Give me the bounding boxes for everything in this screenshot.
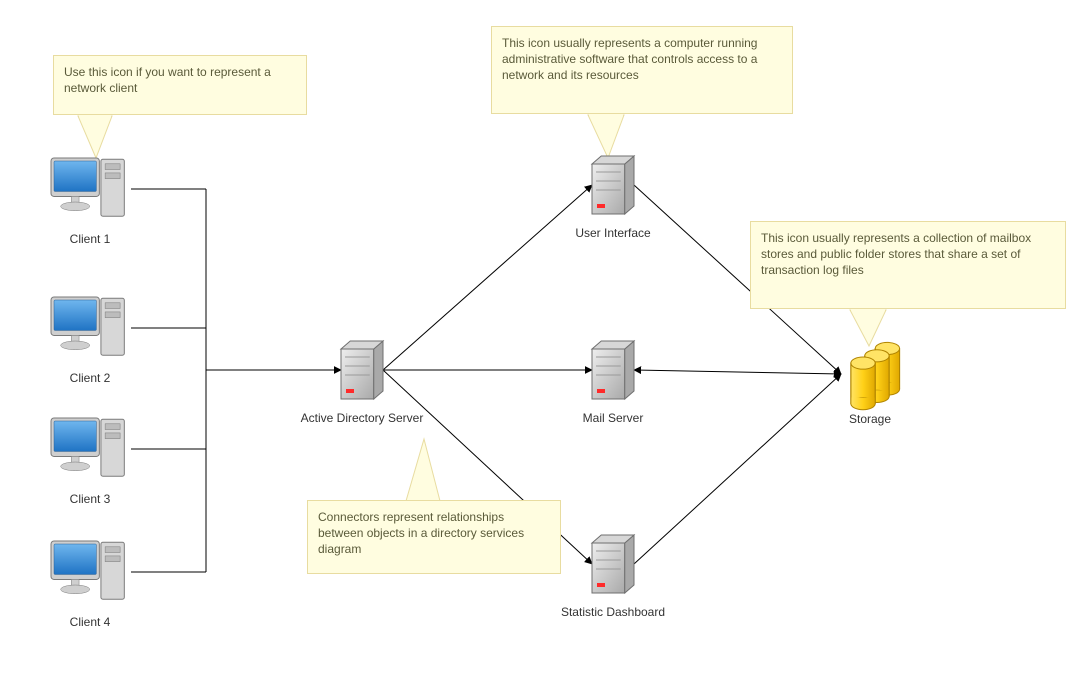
callout-tail bbox=[78, 116, 112, 158]
label-client1: Client 1 bbox=[0, 232, 210, 246]
callout-server: This icon usually represents a computer … bbox=[491, 26, 793, 114]
edge-mail-storage bbox=[634, 370, 841, 374]
callout-storage: This icon usually represents a collectio… bbox=[750, 221, 1066, 309]
callout-tail bbox=[588, 115, 624, 158]
server-icon bbox=[341, 341, 383, 399]
edge-ad-ui bbox=[383, 185, 592, 370]
callout-connector: Connectors represent relationships betwe… bbox=[307, 500, 561, 574]
label-active-directory: Active Directory Server bbox=[242, 411, 482, 425]
callout-client: Use this icon if you want to represent a… bbox=[53, 55, 307, 115]
label-client3: Client 3 bbox=[0, 492, 210, 506]
client-icon bbox=[51, 158, 124, 216]
server-icon bbox=[592, 341, 634, 399]
callout-tail bbox=[850, 310, 886, 346]
label-storage: Storage bbox=[750, 412, 990, 426]
callout-tail bbox=[406, 439, 440, 501]
edge-stat-storage bbox=[634, 374, 841, 564]
client-icon bbox=[51, 541, 124, 599]
server-icon bbox=[592, 156, 634, 214]
storage-icon bbox=[851, 342, 900, 409]
client-icon bbox=[51, 418, 124, 476]
server-icon bbox=[592, 535, 634, 593]
label-client2: Client 2 bbox=[0, 371, 210, 385]
label-statistic-dashboard: Statistic Dashboard bbox=[493, 605, 733, 619]
label-user-interface: User Interface bbox=[493, 226, 733, 240]
label-mail-server: Mail Server bbox=[493, 411, 733, 425]
label-client4: Client 4 bbox=[0, 615, 210, 629]
client-icon bbox=[51, 297, 124, 355]
